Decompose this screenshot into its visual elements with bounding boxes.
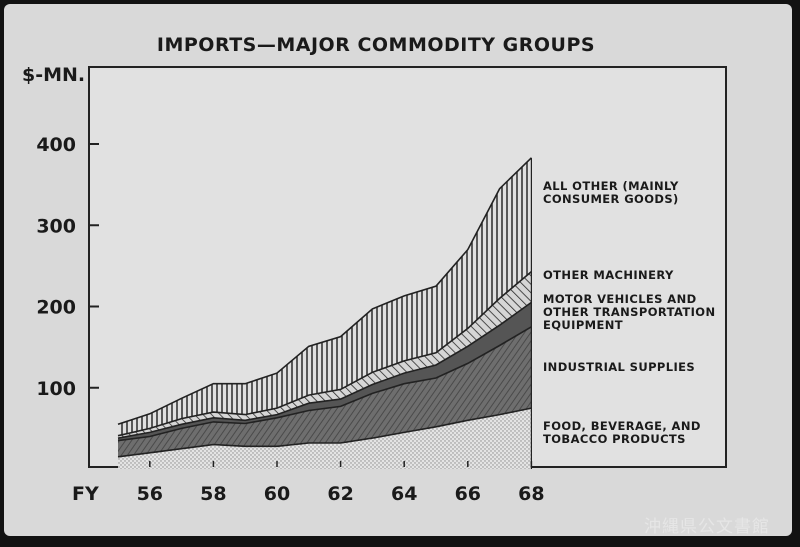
x-axis-label: FY: [72, 483, 99, 505]
area-edges: [117, 157, 533, 469]
y-axis-label: $-MN.: [22, 64, 85, 86]
legend-label-series-0-line-1: TOBACCO PRODUCTS: [543, 432, 686, 446]
x-tick-label-66: 66: [455, 483, 481, 505]
area-series-3: [118, 271, 532, 439]
legend-label-series-4-line-1: CONSUMER GOODS): [543, 192, 679, 206]
area-series-0: [118, 408, 532, 469]
y-tick-label-100: 100: [36, 378, 76, 400]
area-edge-1: [117, 326, 532, 442]
x-tick-label-56: 56: [137, 483, 163, 505]
legend-label-series-4-line-0: ALL OTHER (MAINLY: [543, 179, 679, 193]
area-edge-0: [117, 407, 532, 458]
archive-watermark: 沖縄県公文書館: [644, 517, 770, 537]
x-tick-label-64: 64: [391, 483, 417, 505]
y-tick-label-300: 300: [36, 215, 76, 237]
legend-label-series-1-line-0: INDUSTRIAL SUPPLIES: [543, 360, 695, 374]
x-axis-ticks: 56 58 60 62 64 66 68: [137, 461, 545, 505]
area-edge-2: [117, 301, 532, 439]
legend-label-series-2-line-0: MOTOR VEHICLES AND: [543, 292, 697, 306]
y-tick-label-200: 200: [36, 297, 76, 319]
area-edge-4: [117, 157, 532, 426]
x-tick-label-62: 62: [327, 483, 353, 505]
legend-label-series-3-line-0: OTHER MACHINERY: [543, 268, 674, 282]
legend-label-series-0-line-0: FOOD, BEVERAGE, AND: [543, 419, 701, 433]
legend-label-series-2-line-1: OTHER TRANSPORTATION: [543, 305, 716, 319]
x-tick-label-58: 58: [200, 483, 226, 505]
y-tick-label-400: 400: [36, 134, 76, 156]
area-series-1: [118, 326, 532, 457]
x-tick-label-60: 60: [264, 483, 290, 505]
chart-title: IMPORTS—MAJOR COMMODITY GROUPS: [157, 34, 595, 56]
y-axis-ticks: 100 200 300 400: [36, 134, 99, 400]
x-tick-label-68: 68: [518, 483, 544, 505]
area-edge-3: [117, 270, 532, 437]
legend-label-series-2-line-2: EQUIPMENT: [543, 318, 623, 332]
area-series-4: [118, 157, 532, 436]
